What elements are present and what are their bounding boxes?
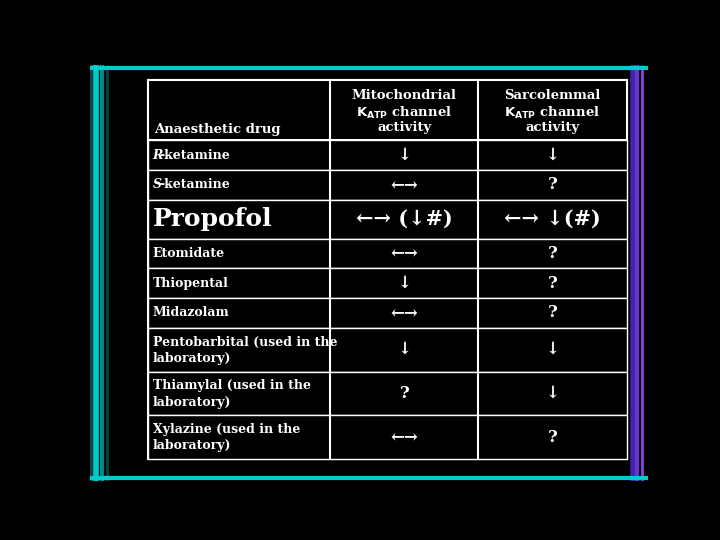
Text: Mitochondrial: Mitochondrial — [352, 89, 456, 102]
Text: ←→ ↓(#): ←→ ↓(#) — [504, 209, 600, 229]
Text: $\mathbf{K_{ATP}}$ channel: $\mathbf{K_{ATP}}$ channel — [356, 105, 452, 120]
Bar — [90, 65, 91, 481]
Text: Anaesthetic drug: Anaesthetic drug — [154, 123, 281, 136]
Bar — [148, 200, 627, 239]
Text: ?: ? — [400, 385, 409, 402]
Text: laboratory): laboratory) — [153, 352, 231, 365]
Text: ↓: ↓ — [397, 275, 411, 292]
Text: ←→ (↓#): ←→ (↓#) — [356, 209, 453, 229]
Bar — [90, 65, 94, 481]
Bar — [90, 65, 111, 481]
Text: Thiamylal (used in the: Thiamylal (used in the — [153, 380, 311, 393]
Text: R: R — [153, 148, 163, 161]
Text: ←→: ←→ — [390, 245, 418, 262]
Text: -ketamine: -ketamine — [160, 148, 230, 161]
Text: Midazolam: Midazolam — [153, 306, 230, 320]
Bar — [90, 65, 113, 481]
Bar — [90, 65, 104, 481]
Text: Sarcolemmal: Sarcolemmal — [504, 89, 600, 102]
Text: activity: activity — [377, 122, 431, 134]
Bar — [148, 239, 627, 268]
Text: ←→: ←→ — [390, 176, 418, 193]
Bar — [90, 65, 102, 481]
Text: ↓: ↓ — [397, 341, 411, 358]
Bar — [148, 372, 627, 415]
Text: ↓: ↓ — [545, 385, 559, 402]
Bar — [148, 328, 627, 372]
Text: ↓: ↓ — [545, 341, 559, 358]
Bar — [90, 65, 91, 481]
Text: activity: activity — [525, 122, 580, 134]
Text: ↓: ↓ — [397, 146, 411, 164]
Text: Thiopental: Thiopental — [153, 276, 229, 290]
Text: ↓: ↓ — [545, 146, 559, 164]
Bar — [90, 65, 102, 481]
Bar — [148, 80, 627, 459]
Bar — [90, 65, 107, 481]
Bar — [90, 65, 109, 481]
Bar — [90, 65, 101, 481]
Text: ←→: ←→ — [390, 429, 418, 446]
Text: Xylazine (used in the: Xylazine (used in the — [153, 423, 300, 436]
Bar — [90, 65, 112, 481]
Bar — [148, 298, 627, 328]
Text: ?: ? — [547, 275, 557, 292]
Bar — [90, 65, 97, 481]
Bar — [90, 65, 99, 481]
Text: ?: ? — [547, 245, 557, 262]
Text: laboratory): laboratory) — [153, 396, 231, 409]
Bar — [90, 65, 110, 481]
Bar — [90, 65, 106, 481]
Text: Pentobarbital (used in the: Pentobarbital (used in the — [153, 336, 337, 349]
Text: Etomidate: Etomidate — [153, 247, 225, 260]
Bar — [90, 65, 112, 481]
Text: ←→: ←→ — [390, 305, 418, 321]
Text: S: S — [153, 178, 162, 191]
Bar — [148, 415, 627, 459]
Bar — [90, 65, 92, 481]
Bar — [90, 65, 108, 481]
Bar — [148, 268, 627, 298]
Text: ?: ? — [547, 305, 557, 321]
Text: $\mathbf{K_{ATP}}$ channel: $\mathbf{K_{ATP}}$ channel — [504, 105, 600, 120]
Bar — [148, 170, 627, 200]
Bar — [90, 65, 98, 481]
Text: ?: ? — [547, 429, 557, 446]
Bar — [90, 65, 109, 481]
Bar — [90, 65, 99, 481]
Bar — [148, 140, 627, 170]
Bar — [90, 65, 96, 481]
Text: ?: ? — [547, 176, 557, 193]
Text: laboratory): laboratory) — [153, 440, 231, 453]
Text: Propofol: Propofol — [153, 207, 272, 231]
Bar — [90, 65, 96, 481]
Bar — [90, 65, 100, 481]
Bar — [90, 65, 93, 481]
Bar — [90, 65, 104, 481]
Bar — [90, 65, 94, 481]
Text: -ketamine: -ketamine — [160, 178, 230, 191]
Bar — [148, 80, 627, 140]
Bar — [90, 65, 107, 481]
Bar — [90, 65, 103, 481]
